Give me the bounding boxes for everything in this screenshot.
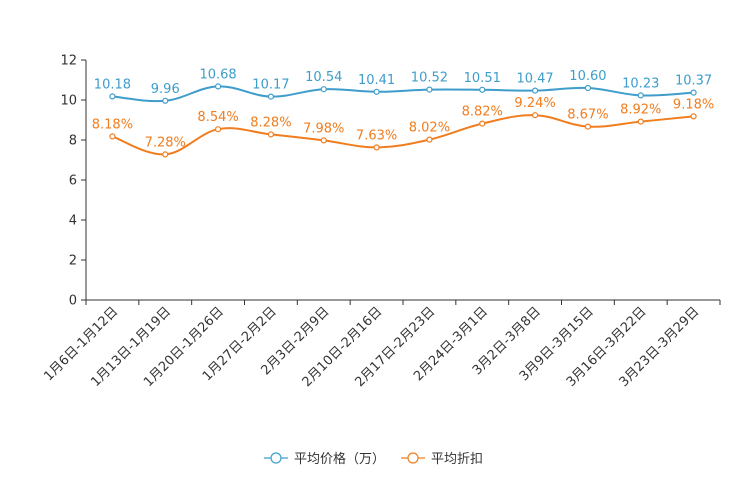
y-tick-label: 10 bbox=[60, 94, 77, 109]
data-point[interactable] bbox=[267, 131, 275, 138]
legend-label: 平均折扣 bbox=[431, 452, 483, 467]
data-point[interactable] bbox=[373, 144, 380, 151]
data-label: 10.60 bbox=[569, 69, 606, 84]
data-label: 10.18 bbox=[94, 77, 131, 92]
series-line bbox=[112, 114, 694, 156]
data-point[interactable] bbox=[637, 92, 644, 99]
data-label: 7.98% bbox=[303, 121, 344, 136]
data-point[interactable] bbox=[267, 93, 275, 100]
legend-marker bbox=[270, 452, 282, 464]
data-label: 10.47 bbox=[516, 72, 553, 87]
data-label: 10.54 bbox=[305, 70, 342, 85]
data-point[interactable] bbox=[479, 86, 486, 93]
y-tick-label: 4 bbox=[69, 214, 77, 229]
data-label: 9.18% bbox=[673, 97, 714, 112]
y-tick-label: 12 bbox=[60, 54, 77, 69]
data-point[interactable] bbox=[531, 112, 539, 119]
legend-label: 平均价格（万） bbox=[294, 451, 385, 467]
legend-item-2[interactable]: 平均折扣 bbox=[401, 452, 483, 467]
data-label: 8.92% bbox=[620, 103, 661, 118]
y-tick-label: 8 bbox=[69, 134, 77, 149]
data-point[interactable] bbox=[690, 89, 697, 96]
data-point[interactable] bbox=[637, 118, 644, 125]
data-point[interactable] bbox=[214, 126, 222, 133]
data-label: 7.28% bbox=[145, 135, 186, 150]
data-label: 9.96 bbox=[151, 82, 180, 97]
series-line bbox=[112, 85, 694, 103]
data-point[interactable] bbox=[162, 97, 169, 104]
data-point[interactable] bbox=[479, 120, 486, 127]
data-point[interactable] bbox=[584, 123, 592, 130]
y-tick-label: 2 bbox=[69, 254, 77, 269]
data-label: 8.67% bbox=[567, 108, 608, 123]
series-2: 8.18% 7.28% 8.54% 8.28% 7.98% 7.63% 8.02% 8.82%… bbox=[92, 96, 714, 158]
data-label: 8.54% bbox=[197, 110, 238, 125]
data-point[interactable] bbox=[584, 84, 592, 92]
data-label: 10.17 bbox=[252, 78, 289, 93]
data-label: 8.18% bbox=[92, 117, 133, 132]
data-point[interactable] bbox=[426, 86, 433, 93]
data-label: 8.02% bbox=[409, 121, 450, 136]
y-tick-label: 6 bbox=[69, 174, 77, 189]
data-point[interactable] bbox=[373, 88, 380, 95]
data-point[interactable] bbox=[531, 87, 539, 94]
data-label: 10.68 bbox=[199, 67, 236, 82]
data-label: 8.82% bbox=[462, 105, 503, 120]
data-point[interactable] bbox=[320, 137, 327, 144]
data-label: 10.37 bbox=[675, 74, 712, 89]
legend-item-1[interactable]: 平均价格（万） bbox=[264, 451, 385, 467]
data-point[interactable] bbox=[690, 113, 697, 120]
data-point[interactable] bbox=[109, 93, 116, 100]
series-layer: 10.18 9.96 10.68 10.17 10.54 10.41 10.52 10.51 1… bbox=[92, 67, 714, 158]
legend-marker bbox=[407, 452, 419, 464]
y-axis: 0 2 4 6 8 10 12 bbox=[60, 54, 87, 309]
data-point[interactable] bbox=[426, 136, 433, 143]
data-label: 8.28% bbox=[250, 115, 291, 130]
data-label: 10.23 bbox=[622, 76, 659, 91]
legend: 平均价格（万） 平均折扣 bbox=[264, 451, 483, 467]
data-label: 10.51 bbox=[464, 71, 501, 86]
data-point[interactable] bbox=[320, 86, 327, 93]
x-axis: 1月6日-1月12日1月13日-1月19日1月20日-1月26日1月27日-2月… bbox=[41, 299, 721, 390]
data-label: 10.41 bbox=[358, 73, 395, 88]
data-point[interactable] bbox=[214, 83, 222, 90]
series-1: 10.18 9.96 10.68 10.17 10.54 10.41 10.52 10.51 1… bbox=[94, 67, 712, 104]
data-point[interactable] bbox=[162, 151, 169, 158]
data-label: 9.24% bbox=[514, 96, 555, 111]
data-point[interactable] bbox=[109, 133, 116, 140]
y-tick-label: 0 bbox=[69, 294, 77, 309]
data-label: 10.52 bbox=[411, 71, 448, 86]
data-label: 7.63% bbox=[356, 128, 397, 143]
